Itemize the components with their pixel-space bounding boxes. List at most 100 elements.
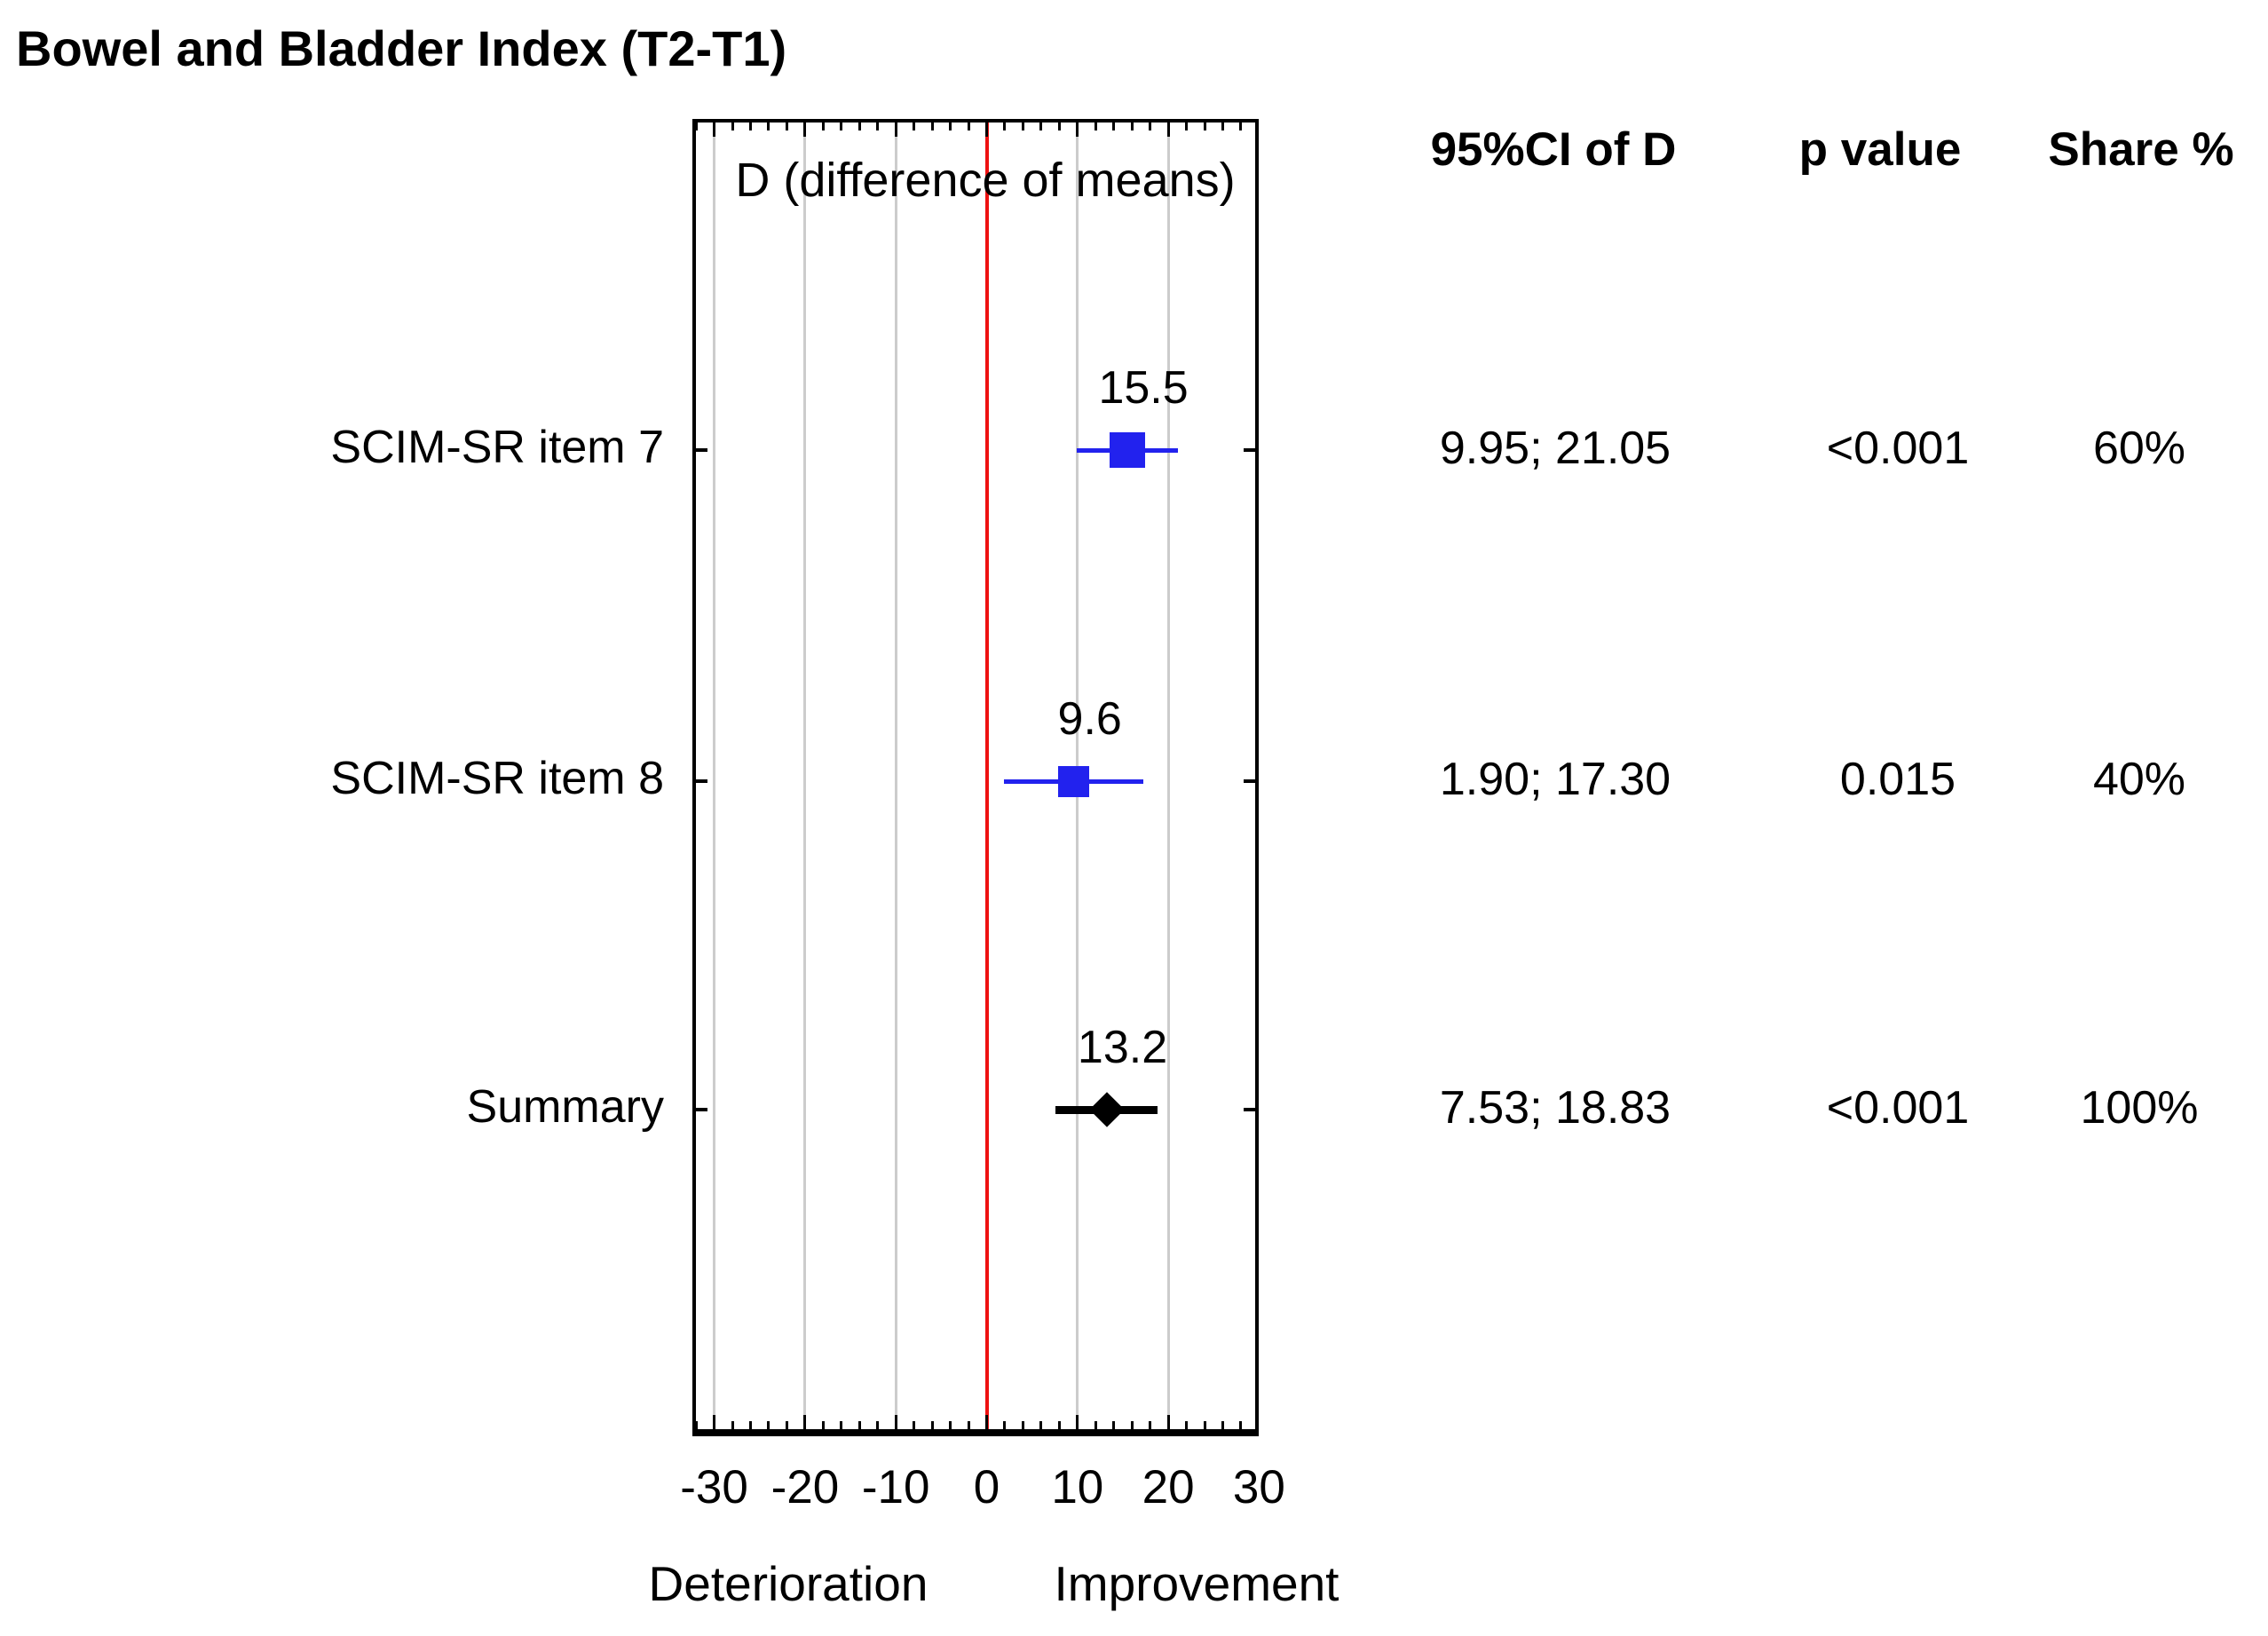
minor-tick-bottom--12	[876, 1421, 880, 1429]
x-axis-label-improvement: Improvement	[1054, 1556, 1339, 1611]
minor-tick-bottom-18	[1149, 1421, 1152, 1429]
p-value-cell: <0.001	[1826, 1082, 1970, 1134]
minor-tick-top--16	[840, 123, 843, 130]
minor-tick-bottom-12	[1094, 1421, 1097, 1429]
minor-tick-top-4	[1021, 123, 1024, 130]
p-value-cell: 0.015	[1839, 754, 1956, 805]
x-axis-label-deterioration: Deterioration	[648, 1556, 929, 1611]
x-tick-label--10: -10	[861, 1461, 930, 1513]
major-tick-top-0	[985, 123, 988, 137]
x-tick-label-0: 0	[973, 1461, 1000, 1513]
x-tick-label-30: 30	[1232, 1461, 1285, 1513]
minor-tick-top-24	[1203, 123, 1206, 130]
figure-title: Bowel and Bladder Index (T2-T1)	[16, 20, 787, 76]
minor-tick-top--18	[821, 123, 825, 130]
major-tick-bottom-20	[1166, 1415, 1170, 1429]
share-cell: 40%	[2092, 754, 2186, 805]
minor-tick-top--8	[913, 123, 916, 130]
ci-cell: 1.90; 17.30	[1439, 754, 1671, 805]
p-value-cell: <0.001	[1826, 423, 1970, 474]
gridline--20	[803, 123, 807, 1429]
zero-reference-line	[984, 123, 989, 1429]
major-tick-bottom-0	[985, 1415, 988, 1429]
minor-tick-bottom-8	[1057, 1421, 1061, 1429]
major-tick-bottom--20	[803, 1415, 807, 1429]
minor-tick-bottom--14	[857, 1421, 861, 1429]
minor-tick-top-2	[1003, 123, 1007, 130]
minor-tick-top-28	[1239, 123, 1243, 130]
x-tick-label-20: 20	[1142, 1461, 1195, 1513]
minor-tick-bottom-4	[1021, 1421, 1024, 1429]
major-tick-top--10	[894, 123, 897, 137]
share-cell: 60%	[2092, 423, 2186, 474]
major-tick-bottom-10	[1076, 1415, 1079, 1429]
row-label: SCIM-SR item 7	[330, 422, 664, 473]
major-tick-bottom--30	[713, 1415, 716, 1429]
effect-value-label: 15.5	[1098, 362, 1189, 414]
major-tick-top--20	[803, 123, 807, 137]
minor-tick-top-26	[1221, 123, 1224, 130]
minor-tick-top--6	[930, 123, 934, 130]
minor-tick-bottom--26	[749, 1421, 753, 1429]
minor-tick-bottom--2	[967, 1421, 970, 1429]
share-cell: 100%	[2080, 1082, 2199, 1134]
minor-tick-bottom-26	[1221, 1421, 1224, 1429]
minor-tick-top-22	[1185, 123, 1189, 130]
minor-tick-top--24	[767, 123, 770, 130]
major-tick-bottom--10	[894, 1415, 897, 1429]
minor-tick-bottom-14	[1112, 1421, 1116, 1429]
minor-tick-top-12	[1094, 123, 1097, 130]
row-label: SCIM-SR item 8	[330, 753, 664, 804]
minor-tick-bottom-24	[1203, 1421, 1206, 1429]
column-header-ci: 95%CI of D	[1430, 123, 1677, 176]
row-tick-left	[696, 779, 707, 783]
x-tick-label--30: -30	[680, 1461, 748, 1513]
summary-diamond-marker	[1088, 1092, 1125, 1127]
minor-tick-bottom--24	[767, 1421, 770, 1429]
ci-cell: 9.95; 21.05	[1439, 423, 1671, 474]
column-header-share: Share %	[2048, 123, 2234, 176]
minor-tick-top--14	[857, 123, 861, 130]
major-tick-top-10	[1076, 123, 1079, 137]
gridline--10	[894, 123, 897, 1429]
minor-tick-bottom--22	[785, 1421, 788, 1429]
minor-tick-bottom--28	[731, 1421, 734, 1429]
minor-tick-top-8	[1057, 123, 1061, 130]
minor-tick-top--26	[749, 123, 753, 130]
minor-tick-top--22	[785, 123, 788, 130]
minor-tick-bottom--8	[913, 1421, 916, 1429]
gridline-20	[1166, 123, 1170, 1429]
row-tick-left	[696, 448, 707, 452]
minor-tick-top-14	[1112, 123, 1116, 130]
gridline--30	[713, 123, 716, 1429]
minor-tick-bottom--18	[821, 1421, 825, 1429]
column-header-p-value: p value	[1798, 123, 1962, 176]
row-tick-right	[1244, 448, 1255, 452]
row-label: Summary	[466, 1081, 664, 1133]
minor-tick-top-16	[1130, 123, 1134, 130]
effect-value-label: 13.2	[1077, 1022, 1168, 1073]
x-tick-label-10: 10	[1051, 1461, 1104, 1513]
major-tick-top--30	[713, 123, 716, 137]
row-tick-left	[696, 1108, 707, 1111]
minor-tick-bottom--6	[930, 1421, 934, 1429]
effect-value-label: 9.6	[1057, 693, 1122, 745]
minor-tick-bottom-6	[1039, 1421, 1043, 1429]
effect-square-marker	[1110, 432, 1146, 468]
minor-tick-top--4	[949, 123, 952, 130]
row-tick-right	[1244, 1108, 1255, 1111]
x-tick-label--20: -20	[770, 1461, 840, 1513]
ci-cell: 7.53; 18.83	[1439, 1082, 1671, 1134]
axis-title: D (difference of means)	[735, 154, 1236, 207]
minor-tick-top--28	[731, 123, 734, 130]
minor-tick-top--2	[967, 123, 970, 130]
minor-tick-top--12	[876, 123, 880, 130]
minor-tick-bottom-2	[1003, 1421, 1007, 1429]
minor-tick-bottom--16	[840, 1421, 843, 1429]
minor-tick-bottom-16	[1130, 1421, 1134, 1429]
minor-tick-bottom--4	[949, 1421, 952, 1429]
minor-tick-top-6	[1039, 123, 1043, 130]
minor-tick-top--32	[694, 123, 698, 130]
